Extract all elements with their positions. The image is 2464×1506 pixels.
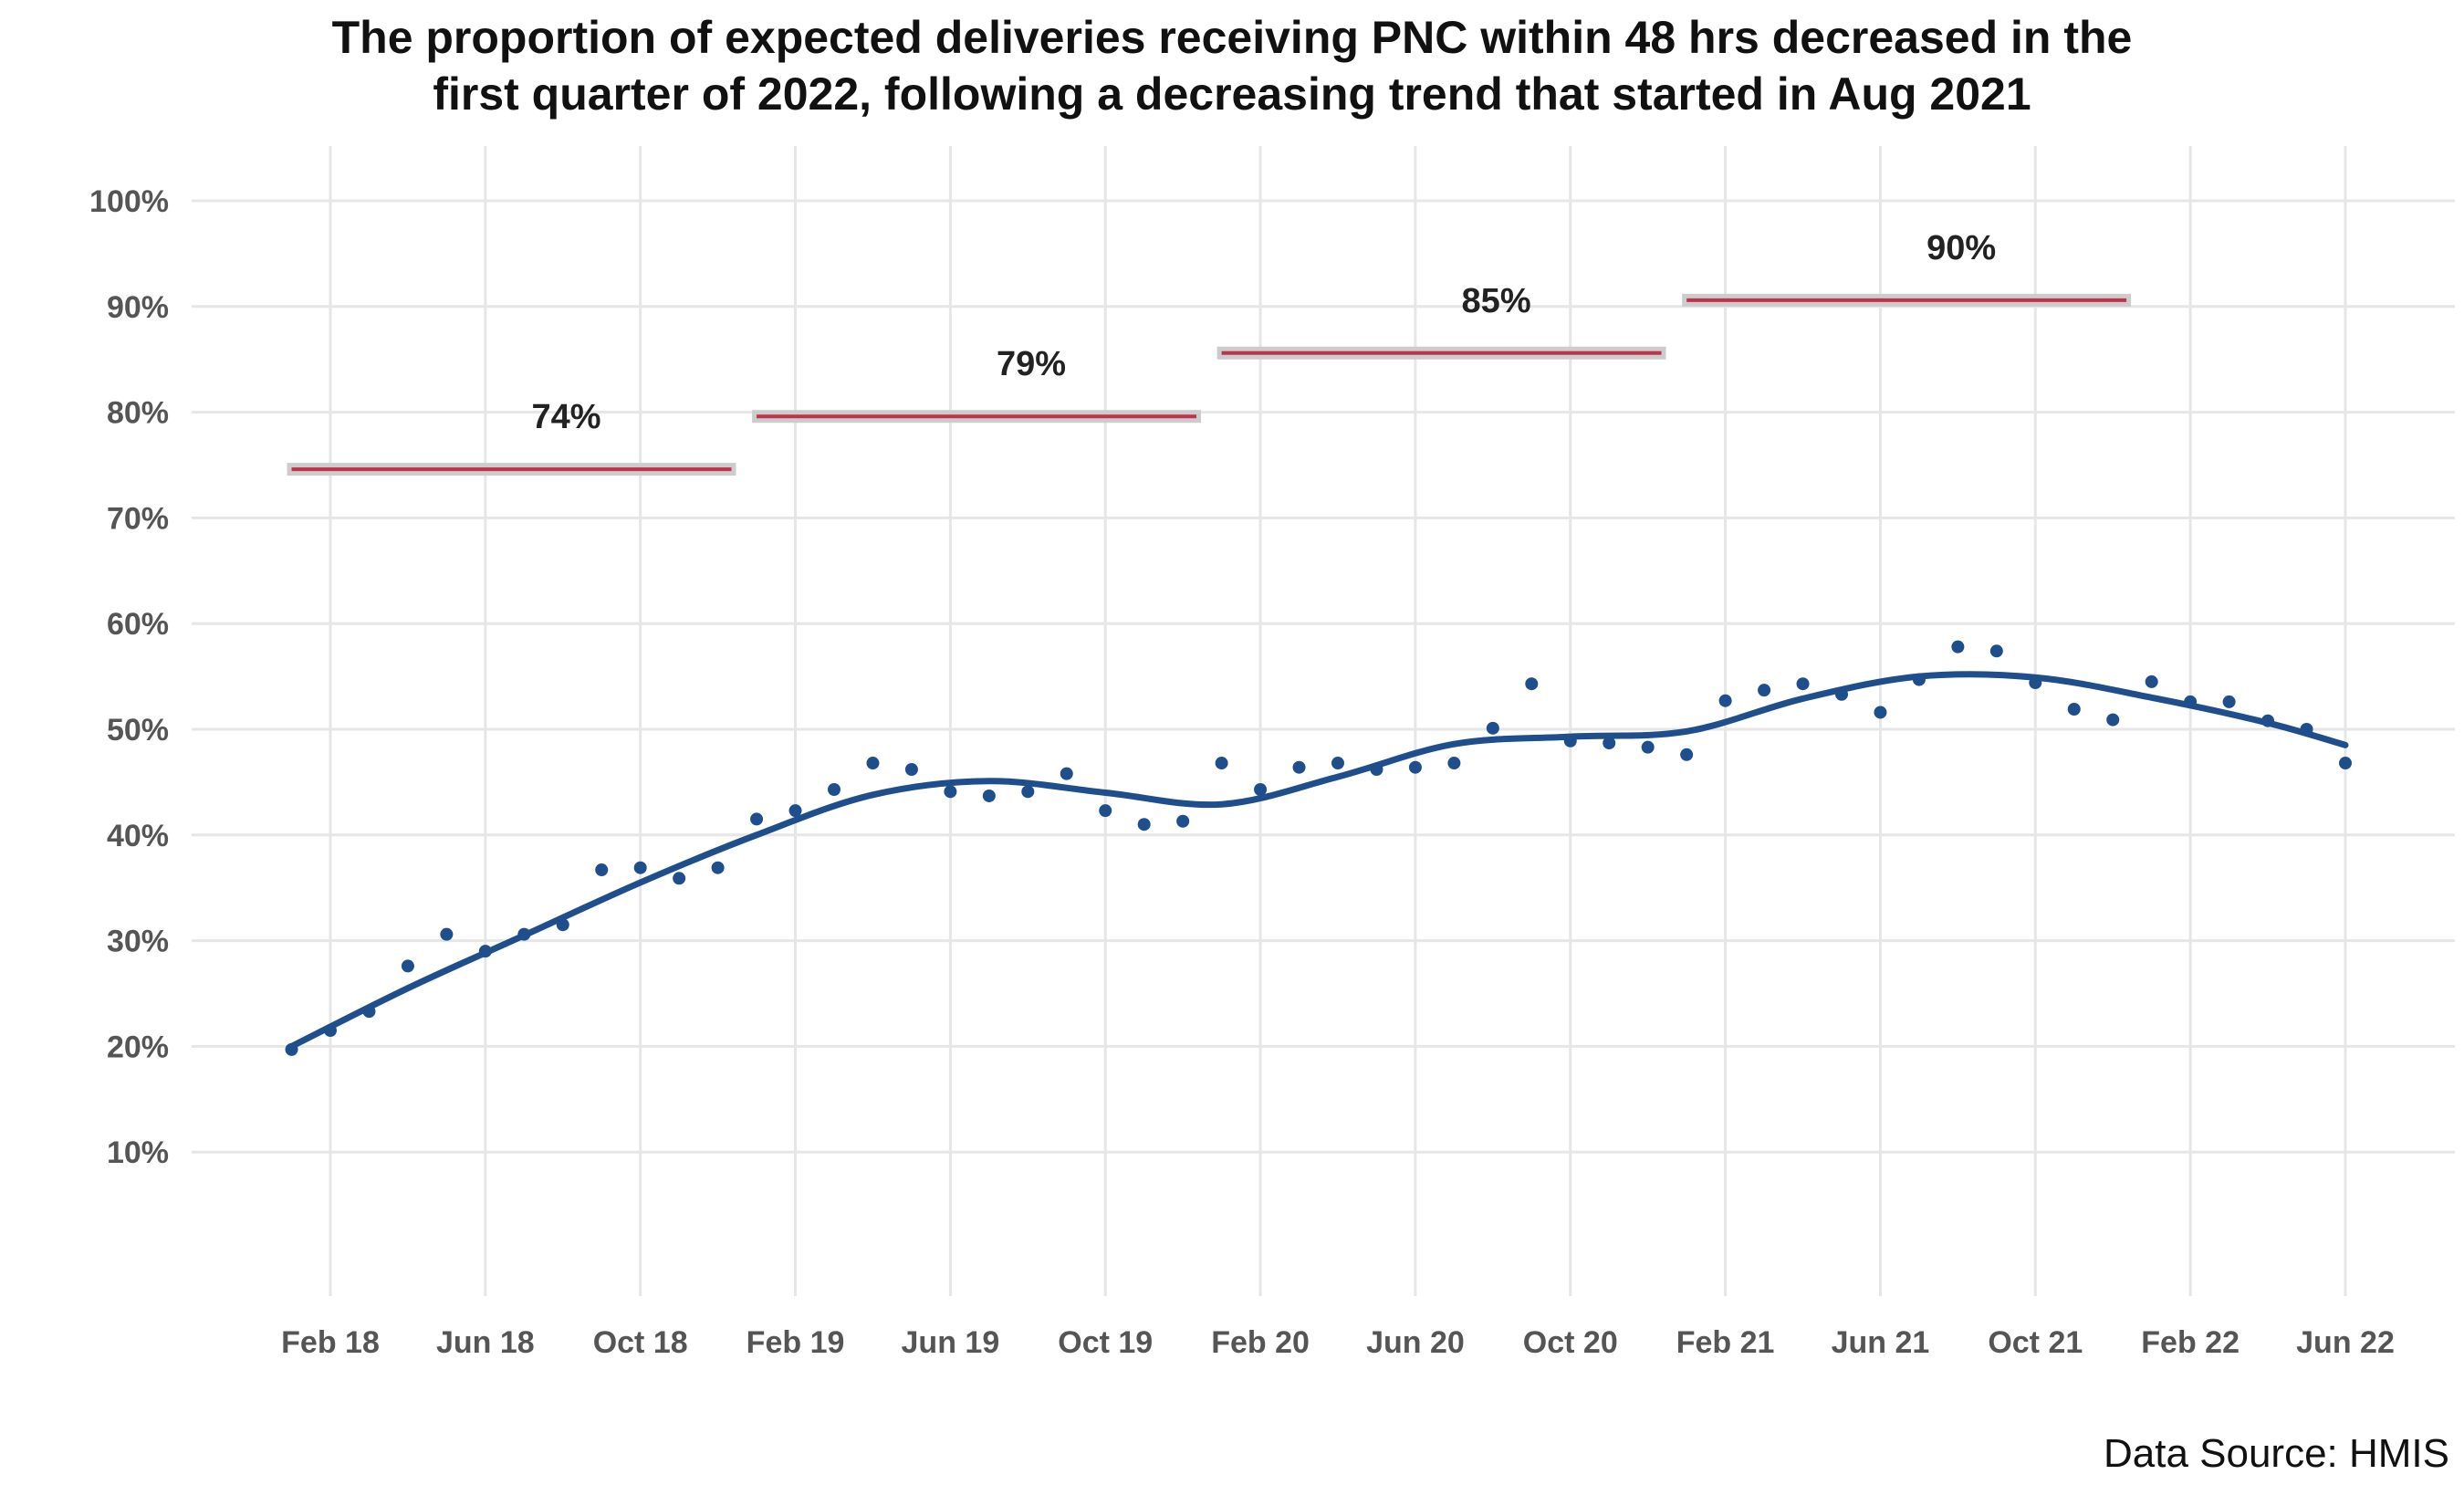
data-point bbox=[1835, 687, 1848, 701]
target-label: 85% bbox=[1462, 282, 1531, 320]
data-point bbox=[1370, 763, 1383, 777]
data-point bbox=[2106, 713, 2120, 727]
chart-title-line-2: first quarter of 2022, following a decre… bbox=[433, 68, 2031, 120]
x-tick-label: Oct 19 bbox=[1058, 1325, 1153, 1360]
data-point bbox=[478, 945, 492, 958]
data-point bbox=[1292, 760, 1306, 774]
x-tick-label: Feb 19 bbox=[747, 1325, 845, 1360]
y-tick-label: 40% bbox=[107, 819, 169, 853]
data-point bbox=[1874, 706, 1887, 719]
x-tick-label: Jun 22 bbox=[2296, 1325, 2395, 1360]
data-point bbox=[362, 1005, 376, 1019]
data-point bbox=[2261, 714, 2275, 727]
data-point bbox=[1486, 721, 1499, 735]
data-point bbox=[517, 927, 531, 941]
data-point bbox=[866, 757, 880, 770]
data-point bbox=[2184, 695, 2198, 708]
target-label: 74% bbox=[531, 398, 600, 436]
chart-title-line-1: The proportion of expected deliveries re… bbox=[331, 12, 2133, 63]
data-point bbox=[633, 861, 647, 874]
target-label: 79% bbox=[997, 345, 1066, 383]
data-points bbox=[285, 640, 2352, 1056]
data-point bbox=[2029, 676, 2042, 690]
data-point bbox=[1099, 804, 1112, 818]
data-point bbox=[828, 783, 840, 797]
y-tick-label: 80% bbox=[107, 396, 169, 431]
data-point bbox=[1951, 640, 1965, 654]
data-point bbox=[1563, 734, 1577, 748]
y-tick-label: 60% bbox=[107, 607, 169, 642]
x-tick-label: Jun 18 bbox=[436, 1325, 535, 1360]
x-tick-label: Jun 20 bbox=[1366, 1325, 1465, 1360]
data-point bbox=[2222, 695, 2236, 708]
y-tick-label: 10% bbox=[107, 1135, 169, 1170]
target-label: 90% bbox=[1926, 229, 1996, 267]
chart-title: The proportion of expected deliveries re… bbox=[0, 9, 2464, 122]
data-point bbox=[788, 804, 802, 818]
trend-line-path bbox=[288, 671, 2349, 1050]
data-point bbox=[1680, 748, 1694, 761]
data-point bbox=[324, 1024, 337, 1038]
data-point bbox=[982, 789, 996, 802]
data-point bbox=[1718, 694, 1732, 707]
data-source: Data Source: HMIS bbox=[2103, 1431, 2449, 1476]
data-point bbox=[750, 812, 764, 826]
data-point bbox=[1331, 757, 1344, 770]
data-point bbox=[440, 927, 454, 941]
target-lines: 74% 79% 85% 90% bbox=[287, 229, 2132, 476]
data-point bbox=[1525, 677, 1539, 691]
data-point bbox=[2145, 675, 2158, 688]
data-point bbox=[1408, 760, 1422, 774]
data-point bbox=[556, 918, 569, 932]
data-point bbox=[944, 785, 957, 799]
y-tick-label: 70% bbox=[107, 501, 169, 536]
grid-lines bbox=[192, 146, 2455, 1296]
y-tick-label: 100% bbox=[89, 184, 169, 219]
x-tick-label: Jun 21 bbox=[1832, 1325, 1930, 1360]
x-tick-label: Feb 21 bbox=[1676, 1325, 1775, 1360]
data-point bbox=[673, 872, 686, 885]
data-point bbox=[1641, 740, 1655, 754]
x-tick-label: Oct 20 bbox=[1523, 1325, 1618, 1360]
x-tick-label: Oct 21 bbox=[1988, 1325, 2083, 1360]
data-point bbox=[285, 1042, 298, 1056]
data-point bbox=[1758, 684, 1771, 697]
data-point bbox=[904, 763, 918, 777]
trend-line bbox=[288, 671, 2349, 1050]
y-tick-label: 50% bbox=[107, 713, 169, 748]
data-point bbox=[1060, 767, 1073, 780]
data-point bbox=[1021, 785, 1035, 799]
data-point bbox=[2300, 723, 2313, 736]
y-tick-label: 30% bbox=[107, 925, 169, 959]
data-point bbox=[1254, 783, 1268, 797]
data-point bbox=[2067, 702, 2081, 716]
x-tick-label: Oct 18 bbox=[593, 1325, 688, 1360]
data-point bbox=[711, 861, 725, 874]
data-point bbox=[1796, 677, 1810, 691]
x-tick-label: Feb 18 bbox=[281, 1325, 380, 1360]
y-tick-label: 20% bbox=[107, 1030, 169, 1064]
data-point bbox=[401, 959, 414, 973]
data-point bbox=[1603, 737, 1616, 750]
data-point bbox=[1176, 814, 1190, 828]
data-point bbox=[1989, 644, 2003, 658]
y-tick-label: 90% bbox=[107, 290, 169, 325]
data-point bbox=[1447, 757, 1461, 770]
x-tick-label: Jun 19 bbox=[902, 1325, 1000, 1360]
x-axis-ticks: Feb 18 Jun 18 Oct 18 Feb 19 Jun 19 Oct 19 Feb … bbox=[281, 1325, 2395, 1360]
x-tick-label: Feb 22 bbox=[2141, 1325, 2240, 1360]
x-tick-label: Feb 20 bbox=[1211, 1325, 1310, 1360]
y-axis-ticks: 10% 20% 30% 40% 50% 60% 70% 80% 90% 100% bbox=[89, 184, 169, 1170]
data-point bbox=[1912, 673, 1926, 686]
data-point bbox=[1215, 757, 1228, 770]
data-point bbox=[2339, 757, 2352, 770]
data-point bbox=[595, 863, 609, 877]
data-point bbox=[1137, 818, 1151, 831]
